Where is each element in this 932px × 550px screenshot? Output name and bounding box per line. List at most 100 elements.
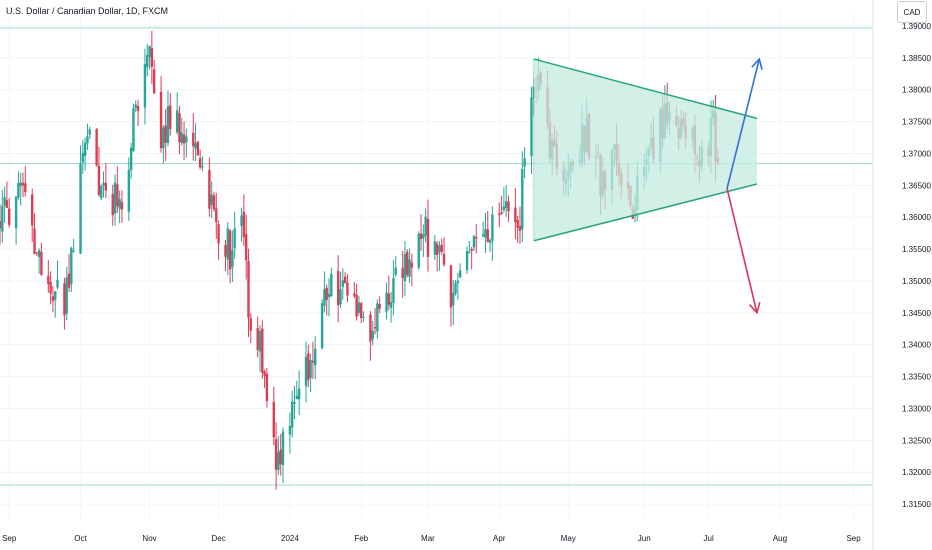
candle-body xyxy=(514,207,517,222)
candle-body xyxy=(127,170,131,212)
candle-body xyxy=(0,221,2,229)
candle-body xyxy=(373,327,377,329)
price-axis[interactable]: 1.31500 1.32000 1.32500 1.33000 1.33500 1.340… xyxy=(902,22,931,509)
symbol-title: U.S. Dollar / Canadian Dollar, 1D, FXCM xyxy=(6,6,169,16)
grid-lines xyxy=(0,10,872,520)
candle-body xyxy=(169,105,172,130)
candle-body xyxy=(488,240,492,243)
candle-body xyxy=(281,431,285,466)
candle-body xyxy=(24,183,27,193)
candle-body xyxy=(265,373,269,402)
candle-body xyxy=(152,69,156,94)
price-tick-label: 1.37000 xyxy=(902,149,931,158)
candle-body xyxy=(226,228,229,260)
candle-body xyxy=(129,147,133,171)
price-tick-label: 1.38500 xyxy=(902,54,931,63)
candle-body xyxy=(159,91,163,149)
candle-body xyxy=(491,214,494,241)
candle-body xyxy=(323,289,326,306)
candle-body xyxy=(295,395,299,400)
time-tick-label: Feb xyxy=(354,534,368,543)
candle-body xyxy=(454,282,457,294)
candle-body xyxy=(288,425,292,435)
price-tick-label: 1.36500 xyxy=(902,181,931,190)
candle-body xyxy=(530,97,533,157)
price-tick-label: 1.39000 xyxy=(902,22,931,31)
candle-body xyxy=(72,250,75,252)
candle-body xyxy=(97,165,101,196)
candle-body xyxy=(403,254,407,282)
time-tick-label: Sep xyxy=(2,534,17,543)
candle-body xyxy=(224,245,227,257)
price-tick-label: 1.34000 xyxy=(902,341,931,350)
candle-body xyxy=(263,371,266,376)
candle-body xyxy=(5,200,9,208)
candle-body xyxy=(314,348,317,366)
arrow-up-line xyxy=(726,58,761,189)
candle-body xyxy=(311,360,315,363)
candle-body xyxy=(387,293,391,305)
price-tick-label: 1.37500 xyxy=(902,118,931,127)
candle-body xyxy=(468,251,471,253)
currency-button[interactable]: CAD xyxy=(897,1,927,23)
candle-body xyxy=(355,294,358,317)
candle-body xyxy=(426,218,430,257)
candle-body xyxy=(162,127,165,149)
time-tick-label: May xyxy=(561,534,576,543)
candle-body xyxy=(228,230,232,270)
price-tick-label: 1.32500 xyxy=(902,436,931,445)
candle-body xyxy=(516,220,519,228)
candle-body xyxy=(67,273,71,288)
candle-body xyxy=(438,245,441,253)
candle-body xyxy=(449,265,453,308)
candle-body xyxy=(178,113,181,143)
candle-body xyxy=(132,108,135,151)
triangle-upper-line xyxy=(533,58,758,120)
candle-body xyxy=(371,330,374,340)
candle-body xyxy=(410,262,414,268)
candle-body xyxy=(320,303,324,349)
price-tick-label: 1.36000 xyxy=(902,213,931,222)
candle-body xyxy=(113,182,117,214)
candle-body xyxy=(111,194,114,216)
price-tick-label: 1.35000 xyxy=(902,277,931,286)
candle-body xyxy=(136,106,140,111)
triangle-lower-line xyxy=(533,183,758,242)
candle-body xyxy=(346,282,349,296)
candle-body xyxy=(164,125,167,143)
candle-body xyxy=(343,276,347,284)
candle-body xyxy=(192,132,195,147)
candle-body xyxy=(242,211,246,238)
candle-body xyxy=(182,134,186,144)
candle-body xyxy=(215,208,218,222)
candle-body xyxy=(63,283,66,316)
candle-body xyxy=(194,143,197,149)
price-tick-label: 1.38000 xyxy=(902,86,931,95)
candle-body xyxy=(83,142,87,157)
candle-body xyxy=(337,270,340,306)
candle-body xyxy=(465,250,469,271)
candle-body xyxy=(523,158,526,167)
candle-body xyxy=(504,201,508,208)
candle-body xyxy=(408,259,411,277)
candle-body xyxy=(166,106,170,143)
candle-body xyxy=(40,252,43,275)
time-tick-label: Oct xyxy=(74,534,87,543)
candle-body xyxy=(475,237,478,239)
arrow-down-head xyxy=(748,301,761,315)
time-axis[interactable]: Sep Oct Nov Dec 2024 Feb Mar Apr May Jun Jul Aug Sep xyxy=(2,534,861,543)
candle-body xyxy=(498,213,501,216)
candle-body xyxy=(118,199,121,209)
candle-body xyxy=(472,235,476,248)
candle-body xyxy=(307,353,310,380)
candle-body xyxy=(357,302,361,313)
candle-body xyxy=(327,293,331,298)
candle-body xyxy=(360,303,363,319)
candle-body xyxy=(146,55,149,68)
candle-body xyxy=(424,216,427,236)
candle-body xyxy=(65,277,68,314)
candle-body xyxy=(212,195,216,210)
price-tick-label: 1.31500 xyxy=(902,500,931,509)
drawings[interactable] xyxy=(533,57,763,315)
